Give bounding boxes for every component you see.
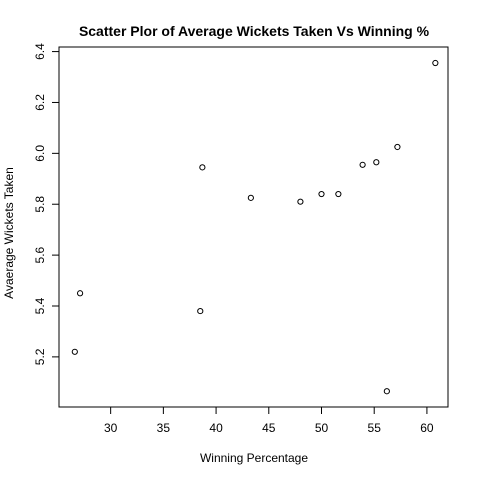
data-point <box>247 194 254 201</box>
y-axis: 5.2 5.4 5.6 5.8 6.0 6.2 6.4 <box>33 43 59 365</box>
data-points <box>71 59 439 395</box>
data-point <box>359 161 366 168</box>
y-axis-label: Avaerage Wickets Taken <box>2 167 16 299</box>
y-tick-label: 5.2 <box>33 348 47 365</box>
data-point <box>199 164 206 171</box>
data-point <box>335 190 342 198</box>
plot-frame <box>58 46 449 408</box>
data-point <box>76 290 84 297</box>
data-point <box>432 59 439 67</box>
y-tick-label: 5.6 <box>33 246 47 263</box>
x-tick-label: 45 <box>262 421 276 435</box>
x-tick-label: 35 <box>157 421 171 435</box>
data-point <box>383 388 390 395</box>
data-point <box>197 307 204 315</box>
data-point <box>394 143 401 151</box>
x-tick-label: 50 <box>315 421 329 435</box>
y-tick-label: 5.8 <box>33 196 47 213</box>
data-point <box>71 348 78 355</box>
chart-title: Scatter Plor of Average Wickets Taken Vs… <box>79 23 430 39</box>
x-tick-label: 40 <box>209 421 223 435</box>
y-tick-label: 5.4 <box>33 297 47 314</box>
data-point <box>318 190 325 198</box>
x-axis: 30 35 40 45 50 55 60 <box>104 407 434 435</box>
y-tick-label: 6.0 <box>33 145 47 162</box>
x-axis-label: Winning Percentage <box>200 451 308 465</box>
data-point <box>373 159 380 166</box>
x-tick-label: 60 <box>420 421 434 435</box>
x-tick-label: 55 <box>368 421 382 435</box>
x-tick-label: 30 <box>104 421 118 435</box>
y-tick-label: 6.4 <box>33 43 47 60</box>
data-point <box>297 198 304 205</box>
y-tick-label: 6.2 <box>33 94 47 111</box>
